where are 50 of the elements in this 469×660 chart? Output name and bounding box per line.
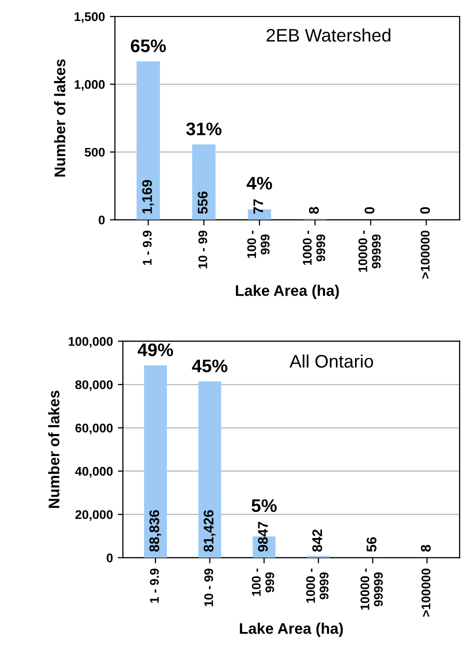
y-axis-title: Number of lakes <box>48 390 60 508</box>
annotation: 5% <box>252 499 277 512</box>
annotation: 45% <box>192 360 228 372</box>
bar <box>198 381 222 558</box>
x-axis-title: Lake Area (ha) <box>240 622 343 637</box>
data-label: 56 <box>366 537 376 552</box>
annotation: 49% <box>138 343 174 356</box>
x-tick-label: 100 - 999 <box>252 568 274 596</box>
x-tick-label: 100 - 999 <box>247 230 270 258</box>
x-tick-label: 1000 - 9999 <box>306 568 328 603</box>
data-label: 1,169 <box>142 180 154 214</box>
data-label: 0 <box>364 207 374 214</box>
x-tick-label: 1 - 9.9 <box>150 568 159 603</box>
x-tick-label: >100000 <box>420 230 430 279</box>
annotation: 4% <box>246 176 272 190</box>
y-tick-label: 500 <box>84 148 105 157</box>
bar <box>136 61 160 220</box>
x-tick-label: 10000 - 99999 <box>360 568 383 610</box>
annotation: 31% <box>186 122 222 136</box>
y-tick-label: 0 <box>106 554 113 562</box>
y-tick-label: 80,000 <box>75 380 113 391</box>
text: 2EB Watershed <box>266 28 390 42</box>
bar <box>144 365 167 558</box>
data-label: 556 <box>198 192 208 214</box>
annotation: 65% <box>130 39 166 52</box>
data-label: 9847 <box>258 522 268 552</box>
data-label: 0 <box>420 207 430 214</box>
y-tick-label: 60,000 <box>75 424 113 434</box>
y-tick-label: 0 <box>98 216 105 224</box>
data-label: 88,836 <box>149 510 162 552</box>
y-tick-label: 20,000 <box>75 510 113 521</box>
y-tick-label: 100,000 <box>68 337 113 348</box>
x-tick-label: 1000 - 9999 <box>302 230 326 265</box>
bar <box>192 144 216 220</box>
x-tick-label: 10 - 99 <box>198 230 208 268</box>
data-label: 8 <box>308 206 319 214</box>
x-axis-title: Lake Area (ha) <box>236 284 339 299</box>
data-label: 77 <box>254 199 264 214</box>
x-tick-label: 10000 - 99999 <box>358 230 381 272</box>
y-axis-title: Number of lakes <box>54 59 66 177</box>
y-tick-label: 40,000 <box>75 466 113 478</box>
y-tick-label: 1,000 <box>74 80 105 91</box>
x-tick-label: >100000 <box>422 568 430 617</box>
data-label: 8 <box>420 544 431 552</box>
x-tick-label: 1 - 9.9 <box>142 230 152 265</box>
x-tick-label: 10 - 99 <box>204 568 214 606</box>
y-tick-label: 1,500 <box>74 12 105 23</box>
data-label: 842 <box>312 530 322 552</box>
text: All Ontario <box>290 354 374 368</box>
data-label: 81,426 <box>204 510 216 552</box>
